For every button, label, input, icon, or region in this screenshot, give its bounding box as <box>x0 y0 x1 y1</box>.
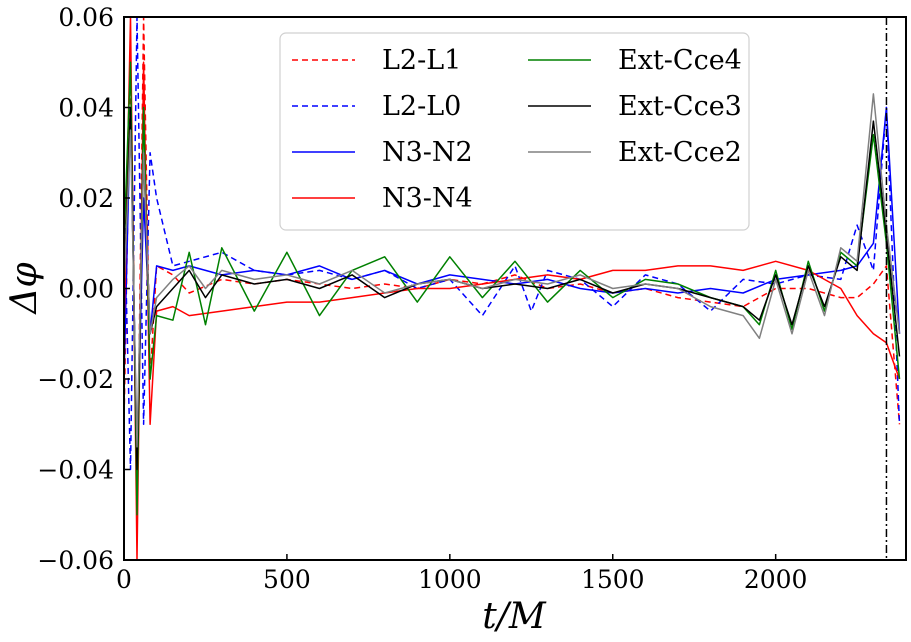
legend-label-ext-cce4: Ext-Cce4 <box>618 45 742 76</box>
legend-label-n3-n2: N3-N2 <box>382 137 473 168</box>
legend-label-ext-cce3: Ext-Cce3 <box>618 91 742 122</box>
y-tick-label: −0.06 <box>37 546 114 575</box>
x-tick-label: 1500 <box>581 565 645 594</box>
series-line-ext-cce4 <box>124 61 901 516</box>
y-tick-label: −0.04 <box>37 456 114 485</box>
series-line-ext-cce2 <box>124 93 901 448</box>
series-line-l2-l0 <box>124 17 901 471</box>
legend-label-l2-l1: L2-L1 <box>382 45 461 76</box>
plot-area <box>123 16 907 561</box>
legend: L2-L1 L2-L0 N3-N2 N3-N4 Ext-Cce4 Ext-Cce3 Ext-… <box>279 32 750 231</box>
series-line-n3-n4 <box>124 17 901 560</box>
x-axis: 0 500 1000 1500 2000 <box>116 554 807 594</box>
series-line-ext-cce3 <box>124 106 901 471</box>
y-axis-label: Δφ <box>4 262 45 316</box>
x-tick-label: 1000 <box>418 565 482 594</box>
y-tick-label: −0.02 <box>37 365 114 394</box>
x-tick-label: 500 <box>263 565 311 594</box>
legend-label-l2-l0: L2-L0 <box>382 91 461 122</box>
legend-box <box>279 32 750 231</box>
x-axis-label: t/M <box>482 596 547 637</box>
x-tick-label: 0 <box>116 565 132 594</box>
y-axis: −0.06 −0.04 −0.02 0.00 0.02 0.04 0.06 <box>37 3 130 575</box>
y-tick-label: 0.02 <box>58 184 114 213</box>
y-tick-label: 0.06 <box>58 3 114 32</box>
y-tick-label: 0.04 <box>58 94 114 123</box>
legend-label-n3-n4: N3-N4 <box>382 183 473 214</box>
y-tick-label: 0.00 <box>58 275 114 304</box>
x-tick-label: 2000 <box>744 565 808 594</box>
legend-label-ext-cce2: Ext-Cce2 <box>618 137 742 168</box>
